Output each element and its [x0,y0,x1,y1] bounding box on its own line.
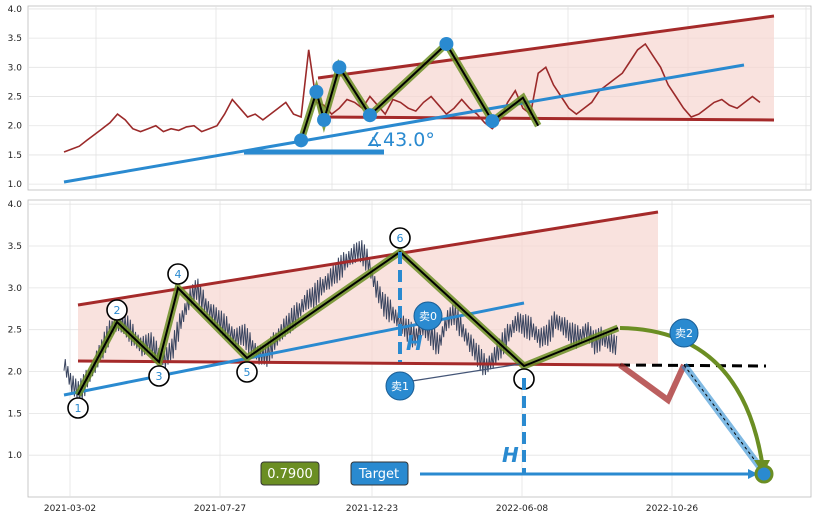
bottom-chart-panel: 1.0 1.5 2.0 2.5 3.0 3.5 4.0 2021-03-02 2021-07-… [8,199,812,514]
bottom-pivot-circle-5 [389,227,411,249]
top-ytick-4: 3.0 [8,63,23,73]
top-ytick-3: 2.5 [8,93,22,103]
bottom-pivot-circle-0 [67,397,89,419]
bottom-xtick-3: 2022-06-08 [496,504,549,514]
top-ytick-6: 4.0 [8,5,23,15]
bottom-pivot-label-1: 2 [114,304,121,317]
bottom-ytick-4: 3.0 [8,284,23,294]
sell2-badge: 卖2 [669,318,699,348]
bottom-pivot-label-4: 5 [244,366,251,379]
top-ytick-2: 2.0 [8,122,23,132]
bottom-pivot-label-2: 3 [156,370,163,383]
bottom-zigzag-core [77,250,619,396]
top-price-line [63,42,761,153]
bottom-pivot-circle-2 [148,365,170,387]
sell1-connector [411,363,521,382]
bottom-ytick-2: 2.0 [8,368,23,378]
top-price-series [63,42,761,153]
bottom-pattern-zigzag: 1 2 3 4 5 6 [67,227,620,419]
bottom-price-line [63,240,618,405]
projected-drop-core [683,364,763,471]
top-pivot-0 [294,133,309,148]
bottom-ytick-3: 2.5 [8,326,22,336]
top-ytick-1: 1.5 [8,151,22,161]
target-value: 0.7900 [267,467,313,482]
bottom-blue-trendline [63,301,525,397]
top-pivot-4 [362,108,377,123]
target-label: Target [358,467,399,482]
projected-dip [618,362,687,405]
top-pivot-6 [485,114,500,129]
sell0-label: 卖0 [419,310,437,323]
top-pivot-5 [439,36,454,51]
sell0-badge: 卖0 [413,301,443,331]
bottom-ytick-5: 3.5 [8,242,22,252]
top-blue-trendline [63,63,745,184]
bottom-pivot-label-3: 4 [175,268,182,281]
breakout-dashed-line [619,363,767,368]
sell1-label: 卖1 [391,380,409,393]
height-label-1: H [406,331,423,355]
bottom-pivot-label-5: 6 [397,232,404,245]
bottom-ytick-1: 1.5 [8,409,22,419]
height-label-2: H [502,443,519,467]
bottom-xtick-2: 2021-12-23 [346,504,398,514]
top-ytick-5: 3.5 [8,34,22,44]
bottom-pivot-label-0: 1 [75,402,82,415]
top-upper-trendline [317,14,775,80]
top-ytick-0: 1.0 [8,180,23,190]
top-pivot-1 [309,84,324,99]
bottom-y-axis: 1.0 1.5 2.0 2.5 3.0 3.5 4.0 [8,200,23,461]
projection-arc [619,326,764,463]
bottom-ytick-0: 1.0 [8,451,23,461]
target-arrowhead [748,469,758,479]
sell1-badge: 卖1 [385,371,415,401]
top-pivot-2 [317,112,332,127]
bottom-pivot-circle-3 [167,263,189,285]
bottom-xtick-0: 2021-03-02 [44,504,96,514]
top-chart-panel: 1.0 1.5 2.0 2.5 3.0 3.5 4.0 ∡43.0° [8,5,812,191]
target-label-box: Target [350,461,409,486]
angle-label: ∡43.0° [366,129,435,151]
bottom-x-axis: 2021-03-02 2021-07-27 2021-12-23 2022-06-08… [44,504,699,514]
target-value-box: 0.7900 [260,461,320,486]
bottom-ytick-6: 4.0 [8,200,23,210]
bottom-xtick-1: 2021-07-27 [194,504,246,514]
target-point [754,464,774,484]
top-lower-trendline [317,115,775,122]
bottom-pivot-circle-4 [236,361,258,383]
sell2-label: 卖2 [675,327,693,340]
top-pivot-3 [332,60,347,75]
bottom-xtick-4: 2022-10-26 [646,504,699,514]
bottom-price-series [63,240,618,405]
bottom-pivot-circle-1 [106,299,128,321]
top-pattern-zigzag [294,36,542,148]
top-y-axis: 1.0 1.5 2.0 2.5 3.0 3.5 4.0 [8,5,23,190]
